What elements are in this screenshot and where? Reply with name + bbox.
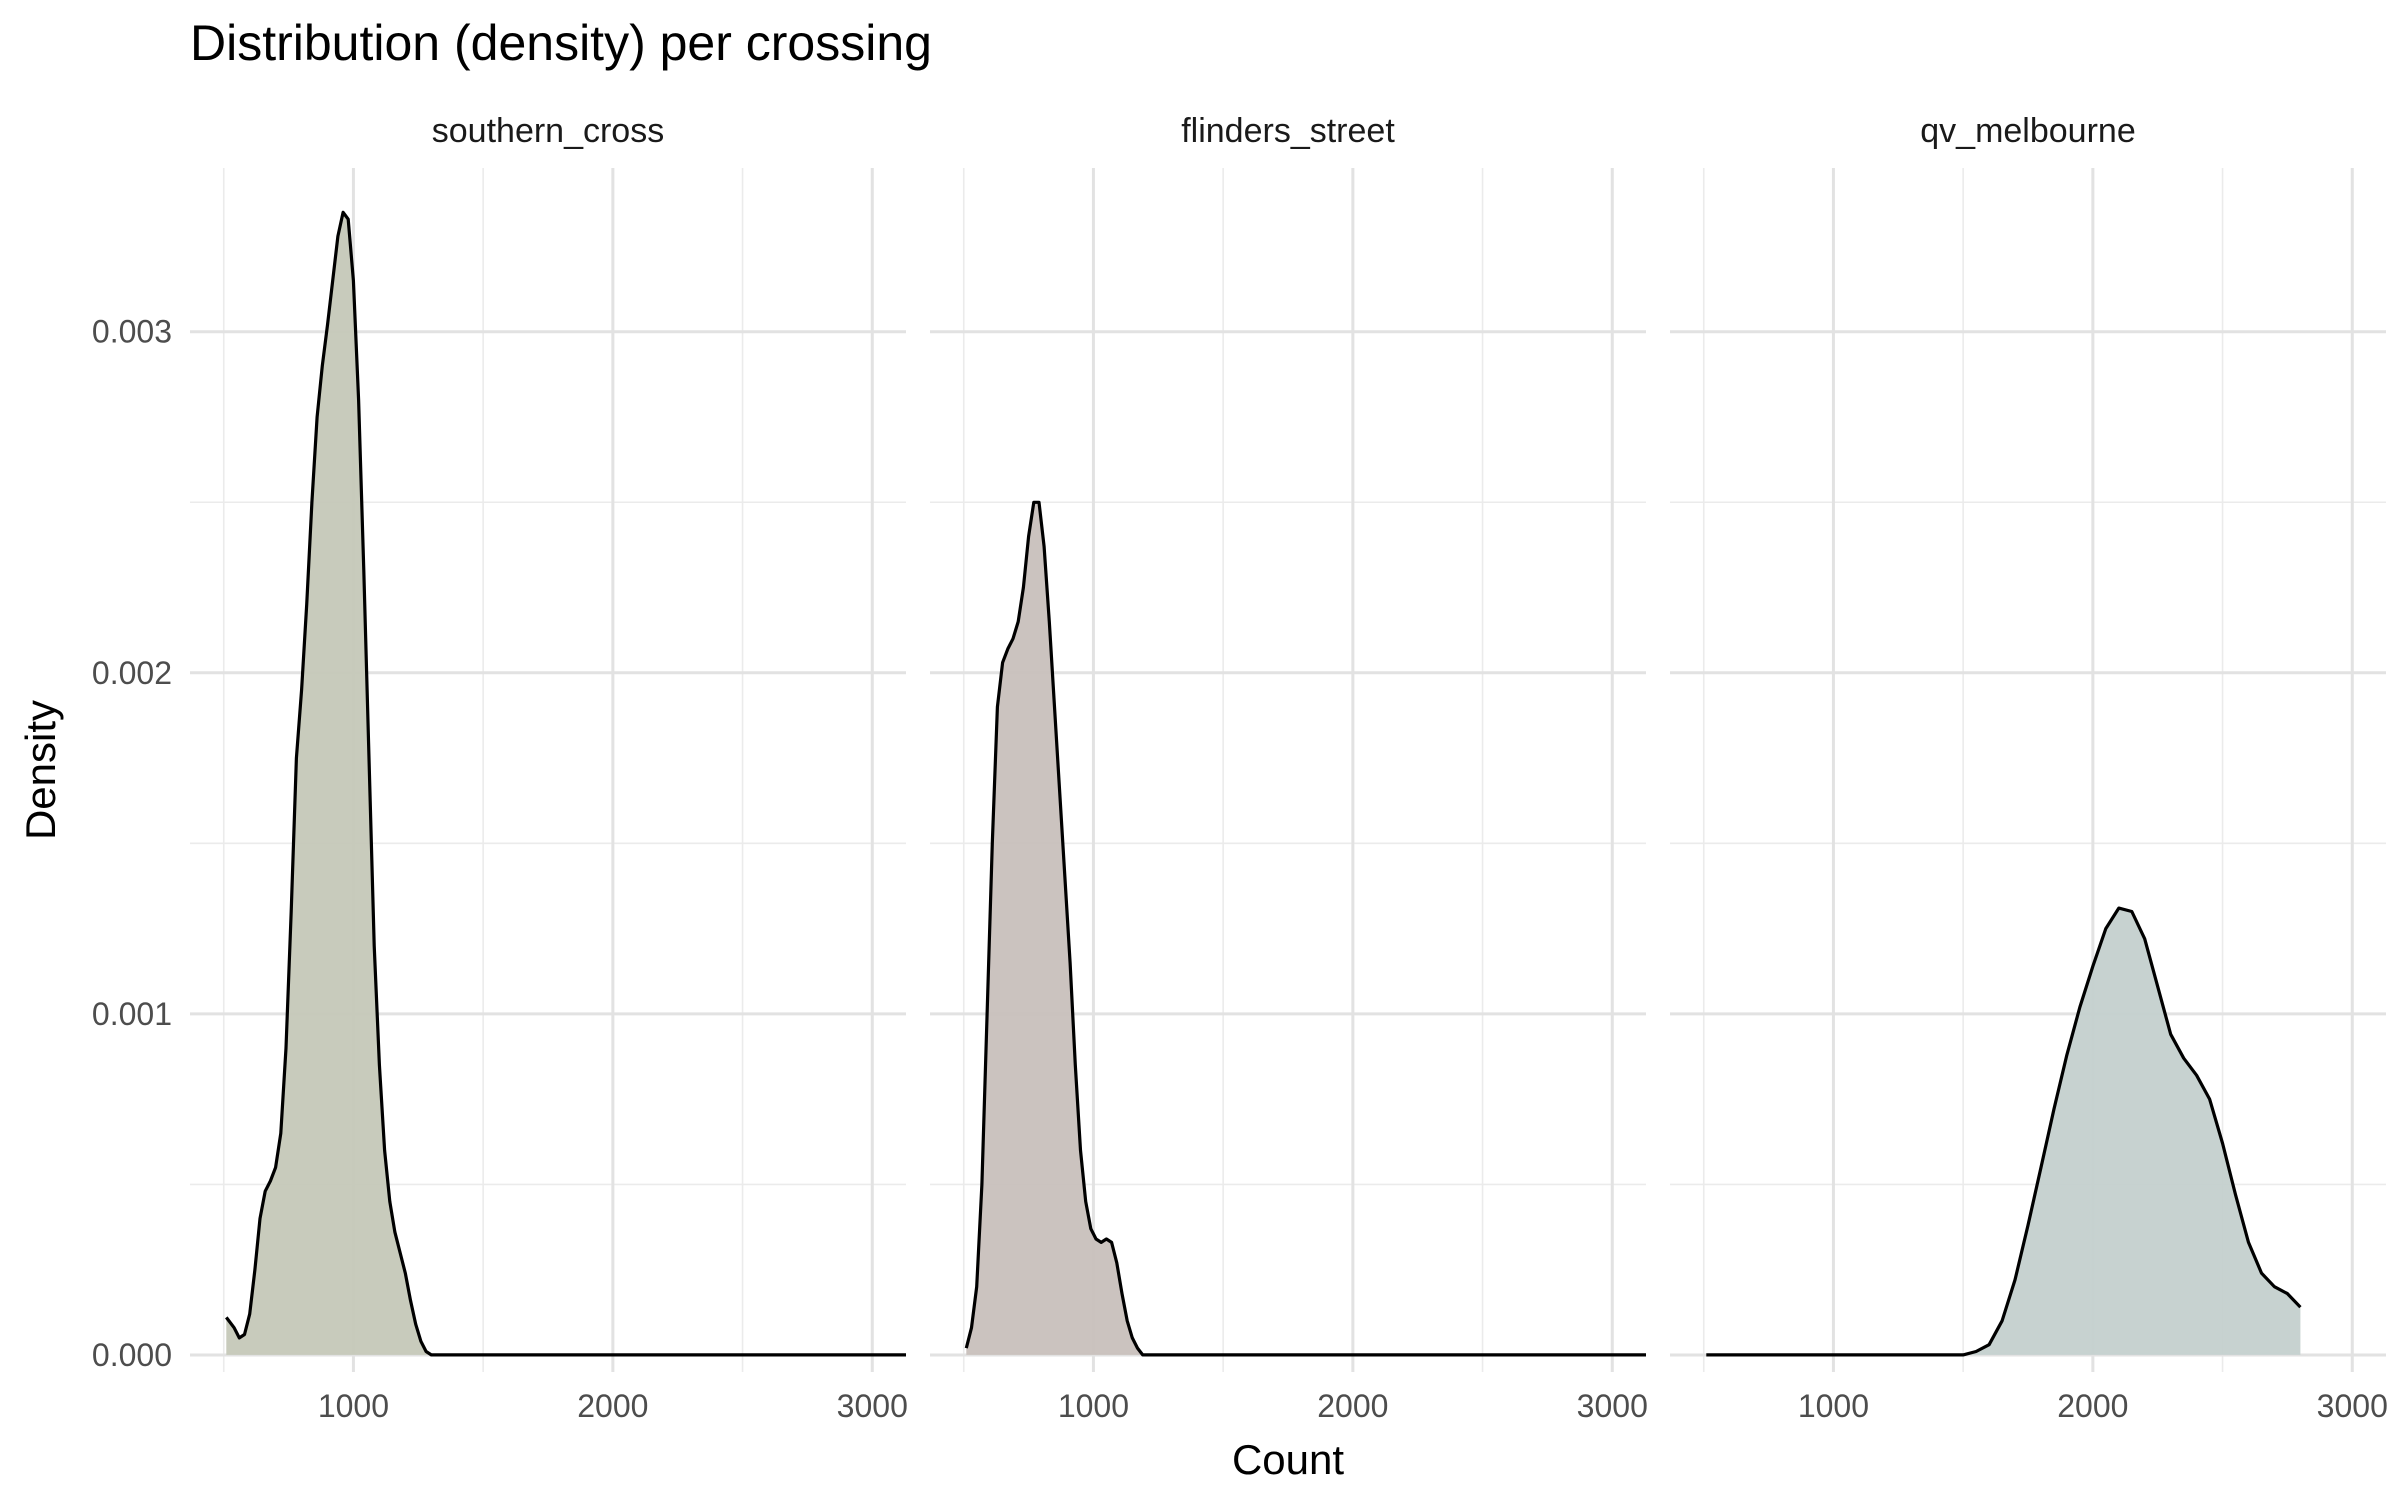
y-tick-label: 0.000 [92,1337,172,1373]
x-tick-label: 3000 [2317,1388,2388,1424]
facet-strip-label: flinders_street [1181,112,1395,150]
x-tick-label: 1000 [1058,1388,1129,1424]
facet-panel: flinders_street 1000 2000 3000 [930,112,1648,1424]
chart-title: Distribution (density) per crossing [190,15,932,71]
density-line [964,500,1646,1357]
y-tick-label: 0.003 [92,314,172,350]
x-tick-label: 3000 [837,1388,908,1424]
x-tick-label: 1000 [318,1388,389,1424]
density-line [225,210,906,1357]
x-tick-label: 1000 [1798,1388,1869,1424]
x-tick-label: 2000 [1317,1388,1388,1424]
x-axis-title: Count [1232,1436,1344,1483]
facet-strip-label: qv_melbourne [1920,112,2135,150]
x-tick-label: 2000 [2057,1388,2128,1424]
density-area [226,212,907,1355]
facet-strip-label: southern_cross [432,112,664,150]
y-tick-label: 0.002 [92,655,172,691]
x-tick-label: 2000 [577,1388,648,1424]
y-axis-title: Density [17,700,64,840]
minor-gridlines [1670,168,2386,1372]
y-axis-ticks: 0.000 0.001 0.002 0.003 [92,314,172,1373]
major-gridlines [930,168,1646,1372]
density-line [1706,906,2302,1357]
x-tick-label: 3000 [1577,1388,1648,1424]
facet-panel: southern_cross 1000 2000 3000 [190,112,908,1424]
facet-panel: qv_melbourne 1000 2000 3000 [1670,112,2388,1424]
major-gridlines [1670,168,2386,1372]
density-area [966,502,1646,1355]
y-tick-label: 0.001 [92,996,172,1032]
density-area [1706,908,2301,1355]
